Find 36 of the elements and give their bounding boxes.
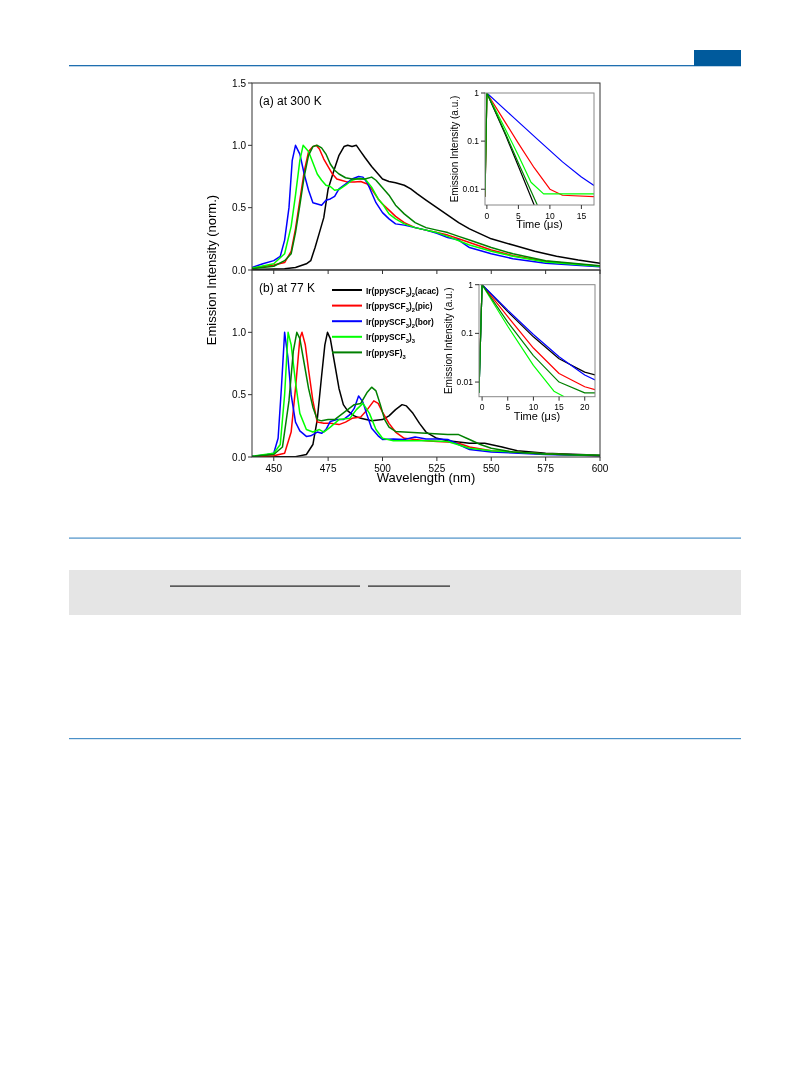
x-tick-label: 475 — [319, 463, 337, 474]
x-tick-label: 0 — [484, 210, 490, 221]
y-tick-label: 0.5 — [232, 389, 247, 401]
annotation: (a) at 300 K — [259, 94, 322, 108]
y-tick-label: 1.0 — [232, 139, 247, 151]
x-tick-label: 575 — [537, 463, 555, 474]
x-tick-label: 10 — [545, 210, 555, 221]
y-tick-label: 0.1 — [461, 328, 474, 339]
y-tick-label: 1 — [474, 87, 480, 98]
y-tick-label: 0.0 — [232, 451, 247, 463]
y-axis-title: Emission Intensity (a.u.) — [443, 287, 454, 395]
x-tick-label: 550 — [482, 463, 501, 474]
x-tick-label: 0 — [479, 402, 485, 413]
y-tick-label: 1 — [468, 279, 474, 290]
y-tick-label: 0.01 — [456, 377, 474, 388]
y-tick-label: 0.0 — [232, 264, 247, 276]
legend-label: Ir(ppySCF$_{3}$)$_{3}$ — [366, 332, 416, 345]
y-axis-title: Emission Intensity (norm.) — [204, 194, 219, 346]
x-tick-label: 20 — [580, 402, 590, 413]
annotation: (b) at 77 K — [259, 281, 316, 295]
y-axis-title: Emission Intensity (a.u.) — [449, 95, 460, 203]
x-tick-label: 15 — [576, 210, 587, 221]
x-tick-label: 5 — [516, 210, 522, 221]
legend-label: Ir(ppySCF$_{3}$)$_{2}$(pic) — [366, 301, 433, 314]
y-tick-label: 1.5 — [232, 77, 247, 89]
y-tick-label: 0.01 — [462, 184, 480, 195]
x-tick-label: 450 — [265, 463, 283, 474]
x-tick-label: 600 — [591, 463, 609, 474]
x-tick-label: 5 — [505, 402, 511, 413]
y-tick-label: 0.5 — [232, 202, 247, 214]
y-tick-label: 0.1 — [467, 136, 480, 147]
legend-label: Ir(ppySF)$_{3}$ — [366, 347, 407, 360]
y-tick-label: 1.0 — [232, 326, 247, 338]
legend-label: Ir(ppySCF$_{3}$)$_{2}$(acac) — [366, 285, 440, 298]
legend-label: Ir(ppySCF$_{3}$)$_{2}$(bor) — [366, 316, 435, 329]
x-axis-title: Time (μs) — [516, 218, 563, 230]
